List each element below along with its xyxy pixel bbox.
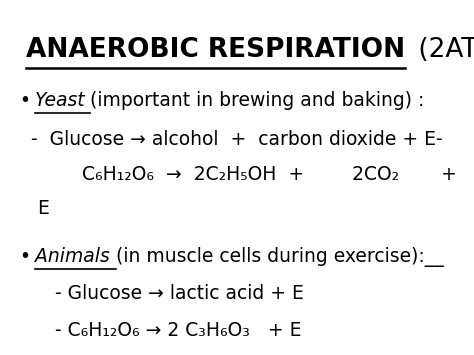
Text: (2ATP): (2ATP) (410, 37, 474, 63)
Text: Animals: Animals (35, 247, 116, 266)
Text: (important in brewing and baking) :: (important in brewing and baking) : (91, 91, 425, 110)
Text: •: • (19, 247, 30, 266)
Text: Yeast: Yeast (35, 91, 91, 110)
Text: ANAEROBIC RESPIRATION: ANAEROBIC RESPIRATION (26, 37, 405, 63)
Text: E: E (26, 199, 50, 218)
Text: •: • (19, 91, 30, 110)
Text: C₆H₁₂O₆  →  2C₂H₅OH  +        2CO₂       +: C₆H₁₂O₆ → 2C₂H₅OH + 2CO₂ + (40, 165, 457, 184)
Text: (in muscle cells during exercise):__: (in muscle cells during exercise):__ (116, 247, 443, 267)
Text: -  Glucose → alcohol  +  carbon dioxide + E-: - Glucose → alcohol + carbon dioxide + E… (19, 130, 443, 149)
Text: - Glucose → lactic acid + E: - Glucose → lactic acid + E (19, 284, 304, 303)
Text: - C₆H₁₂O₆ → 2 C₃H₆O₃   + E: - C₆H₁₂O₆ → 2 C₃H₆O₃ + E (19, 321, 301, 340)
